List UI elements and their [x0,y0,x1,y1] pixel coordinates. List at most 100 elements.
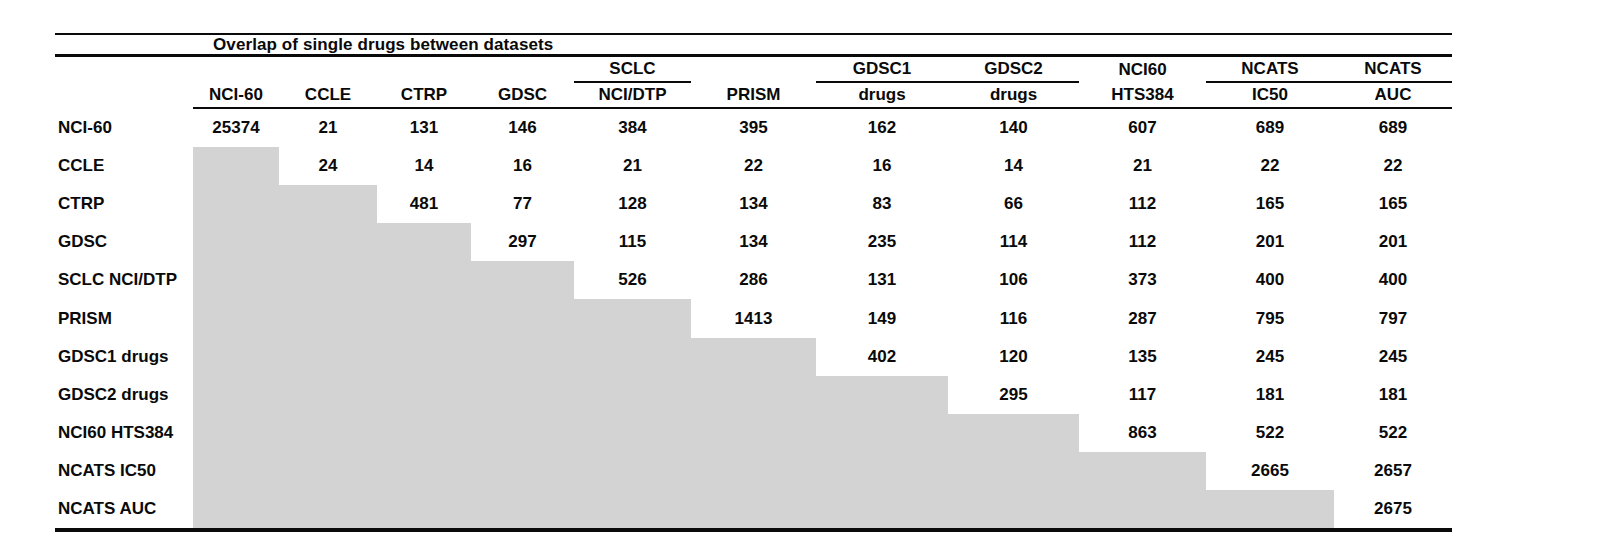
value-cell: 2665 [1206,452,1334,490]
value-cell: 395 [691,109,816,147]
value-cell: 245 [1334,338,1452,376]
shaded-cell [377,261,471,299]
value-cell: 131 [816,261,948,299]
shaded-cell [471,261,574,299]
value-cell: 134 [691,185,816,223]
value-cell: 135 [1079,338,1206,376]
column-header: CTRP [377,83,471,109]
shaded-cell [471,490,574,528]
shaded-cell [377,299,471,337]
value-cell: 14 [948,147,1079,185]
shaded-cell [377,452,471,490]
shaded-cell [471,376,574,414]
table-title-row: Overlap of single drugs between datasets [55,33,1452,57]
value-cell: 128 [574,185,691,223]
row-label: GDSC2 drugs [55,376,193,414]
overlap-table: Overlap of single drugs between datasets… [55,33,1452,532]
shaded-cell [377,490,471,528]
shaded-cell [193,490,279,528]
shaded-cell [193,452,279,490]
shaded-cell [948,452,1079,490]
value-cell: 162 [816,109,948,147]
value-cell: 116 [948,299,1079,337]
table-body: NCI-602537421131146384395162140607689689… [55,109,1452,532]
value-cell: 522 [1206,414,1334,452]
shaded-cell [816,414,948,452]
shaded-cell [574,338,691,376]
value-cell: 689 [1206,109,1334,147]
value-cell: 25374 [193,109,279,147]
shaded-cell [471,338,574,376]
shaded-cell [193,338,279,376]
column-group-label: GDSC2 [948,57,1079,83]
value-cell: 245 [1206,338,1334,376]
column-group-label [471,57,574,83]
value-cell: 1413 [691,299,816,337]
value-cell: 400 [1206,261,1334,299]
value-cell: 607 [1079,109,1206,147]
page: Overlap of single drugs between datasets… [0,0,1616,559]
column-group-label [279,57,377,83]
column-header: drugs [948,83,1079,109]
row-label: PRISM [55,299,193,337]
value-cell: 21 [574,147,691,185]
value-cell: 24 [279,147,377,185]
row-label: SCLC NCI/DTP [55,261,193,299]
shaded-cell [377,414,471,452]
shaded-cell [574,376,691,414]
shaded-cell [279,376,377,414]
shaded-cell [279,338,377,376]
column-group-label: SCLC [574,57,691,83]
header-rowlabel-spacer [55,83,193,109]
value-cell: 797 [1334,299,1452,337]
value-cell: 526 [574,261,691,299]
value-cell: 201 [1206,223,1334,261]
value-cell: 795 [1206,299,1334,337]
shaded-cell [471,414,574,452]
value-cell: 295 [948,376,1079,414]
shaded-cell [193,185,279,223]
column-group-label [691,57,816,83]
value-cell: 120 [948,338,1079,376]
shaded-cell [279,185,377,223]
value-cell: 384 [574,109,691,147]
value-cell: 115 [574,223,691,261]
value-cell: 181 [1334,376,1452,414]
shaded-cell [1079,490,1206,528]
value-cell: 165 [1334,185,1452,223]
column-group-label [377,57,471,83]
row-label: GDSC [55,223,193,261]
value-cell: 14 [377,147,471,185]
shaded-cell [948,490,1079,528]
shaded-cell [691,414,816,452]
value-cell: 481 [377,185,471,223]
shaded-cell [193,223,279,261]
row-label: NCI60 HTS384 [55,414,193,452]
shaded-cell [691,490,816,528]
column-group-label [193,57,279,83]
row-label: NCATS AUC [55,490,193,528]
shaded-cell [471,452,574,490]
shaded-cell [279,490,377,528]
value-cell: 83 [816,185,948,223]
shaded-cell [279,261,377,299]
value-cell: 16 [816,147,948,185]
value-cell: 201 [1334,223,1452,261]
value-cell: 297 [471,223,574,261]
value-cell: 2657 [1334,452,1452,490]
value-cell: 106 [948,261,1079,299]
shaded-cell [691,338,816,376]
column-header: HTS384 [1079,83,1206,109]
value-cell: 522 [1334,414,1452,452]
value-cell: 235 [816,223,948,261]
column-group-label: NCI60 [1079,57,1206,83]
value-cell: 689 [1334,109,1452,147]
shaded-cell [1079,452,1206,490]
shaded-cell [377,338,471,376]
value-cell: 117 [1079,376,1206,414]
value-cell: 22 [691,147,816,185]
value-cell: 373 [1079,261,1206,299]
value-cell: 16 [471,147,574,185]
shaded-cell [193,299,279,337]
value-cell: 22 [1206,147,1334,185]
